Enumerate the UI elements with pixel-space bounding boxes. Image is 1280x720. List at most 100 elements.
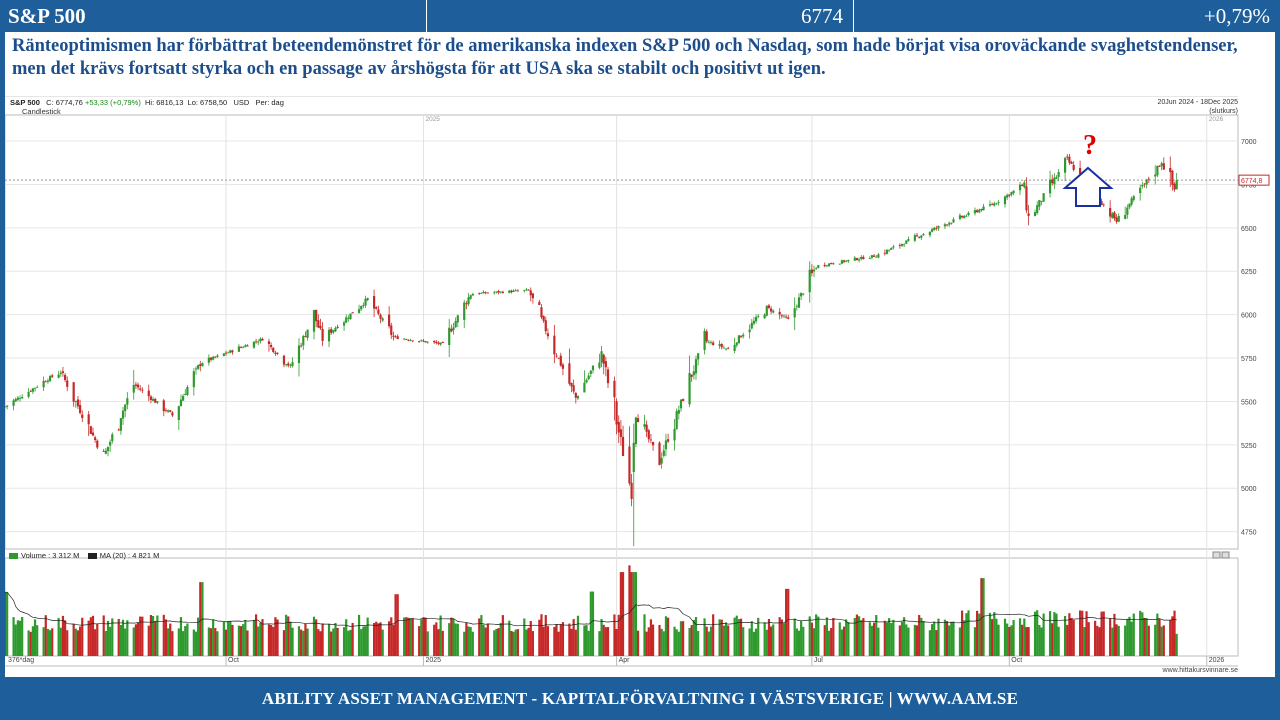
candle-body xyxy=(36,386,39,388)
volume-bar xyxy=(1048,611,1052,656)
volume-bar xyxy=(823,625,826,656)
volume-bar xyxy=(600,619,603,656)
candle-body xyxy=(21,397,24,399)
volume-bar xyxy=(334,622,337,656)
candle-body xyxy=(126,398,129,405)
left-border xyxy=(0,32,5,677)
candle-body xyxy=(1036,205,1039,214)
volume-bar xyxy=(780,619,783,656)
candle-body xyxy=(847,259,850,262)
candle-body xyxy=(1018,184,1022,191)
candle-body xyxy=(437,342,440,344)
volume-bar xyxy=(184,626,187,656)
candle-body xyxy=(330,329,333,333)
candle-body xyxy=(456,315,459,323)
candle-body xyxy=(709,342,713,344)
candle-body xyxy=(222,353,225,356)
candle-body xyxy=(763,314,766,319)
candle-body xyxy=(342,322,346,326)
candle-body xyxy=(471,293,474,296)
volume-bar xyxy=(630,572,633,656)
candle-body xyxy=(463,302,466,321)
candle-body xyxy=(905,240,908,244)
volume-bar xyxy=(231,624,234,656)
volume-bar xyxy=(574,629,577,656)
volume-bar xyxy=(186,623,189,656)
volume-bar xyxy=(1040,627,1043,656)
volume-bar xyxy=(199,582,202,656)
volume-bar xyxy=(1158,618,1161,656)
candle-body xyxy=(76,399,80,407)
candle-body xyxy=(737,335,741,344)
candle-body xyxy=(334,328,337,332)
candle-body xyxy=(817,265,820,268)
candle-body xyxy=(720,344,723,348)
candle-body xyxy=(825,265,828,267)
candle-body xyxy=(89,426,92,434)
candle-body xyxy=(1079,167,1082,175)
volume-bar xyxy=(147,625,150,656)
candle-body xyxy=(209,357,213,360)
candle-body xyxy=(392,335,395,337)
volume-bar xyxy=(754,628,758,656)
volume-bar xyxy=(6,592,9,656)
volume-bar xyxy=(842,626,846,656)
candle-body xyxy=(454,321,457,328)
candle-body xyxy=(336,326,339,328)
volume-bar xyxy=(480,615,483,656)
volume-bar xyxy=(79,626,82,656)
zoom-icon xyxy=(1212,551,1221,559)
candle-body xyxy=(628,446,631,484)
candle-body xyxy=(272,347,275,353)
candle-body xyxy=(119,418,122,431)
volume-bar xyxy=(903,617,906,656)
volume-bar xyxy=(570,628,573,656)
candle-body xyxy=(439,342,442,345)
candle-body xyxy=(319,325,322,329)
volume-bar xyxy=(960,610,964,656)
candle-body xyxy=(664,440,668,450)
volume-bar xyxy=(1094,620,1097,656)
volume-bar xyxy=(27,630,30,656)
candle-body xyxy=(282,355,286,365)
candle-body xyxy=(602,354,605,364)
candle-body xyxy=(765,305,768,316)
volume-bar xyxy=(246,630,249,656)
y-tick-label: 5000 xyxy=(1241,486,1257,493)
volume-bar xyxy=(679,621,683,656)
volume-bar xyxy=(514,629,517,656)
volume-bar xyxy=(214,628,217,656)
volume-bar xyxy=(36,625,39,656)
candle-body xyxy=(467,297,470,305)
volume-bar xyxy=(892,619,895,656)
candle-body xyxy=(900,243,904,246)
candle-body xyxy=(928,231,931,236)
candle-body xyxy=(933,227,936,230)
candle-body xyxy=(1139,187,1142,194)
volume-bar xyxy=(1126,619,1129,656)
candle-body xyxy=(1171,170,1174,185)
candle-body xyxy=(658,442,661,466)
candle-body xyxy=(1128,203,1131,208)
volume-bar xyxy=(1021,624,1024,656)
volume-bar xyxy=(935,630,938,656)
volume-bar xyxy=(124,628,127,656)
candle-body xyxy=(132,384,135,393)
volume-bar xyxy=(525,629,528,656)
volume-legend: Volume : 3 312 M MA (20) : 4 821 M xyxy=(9,551,159,560)
volume-bar xyxy=(705,626,708,656)
volume-bar xyxy=(727,625,730,656)
candle-body xyxy=(952,219,955,223)
volume-bar xyxy=(1147,625,1150,656)
candle-body xyxy=(480,292,483,294)
candle-body xyxy=(797,297,801,308)
candle-body xyxy=(274,352,277,354)
candle-body xyxy=(1023,182,1026,188)
candle-body xyxy=(574,392,577,398)
candle-body xyxy=(1066,156,1069,158)
candle-body xyxy=(497,291,500,293)
volume-bar xyxy=(373,622,376,656)
volume-bar xyxy=(291,627,294,656)
volume-bar xyxy=(860,620,863,656)
volume-bar xyxy=(782,623,786,656)
